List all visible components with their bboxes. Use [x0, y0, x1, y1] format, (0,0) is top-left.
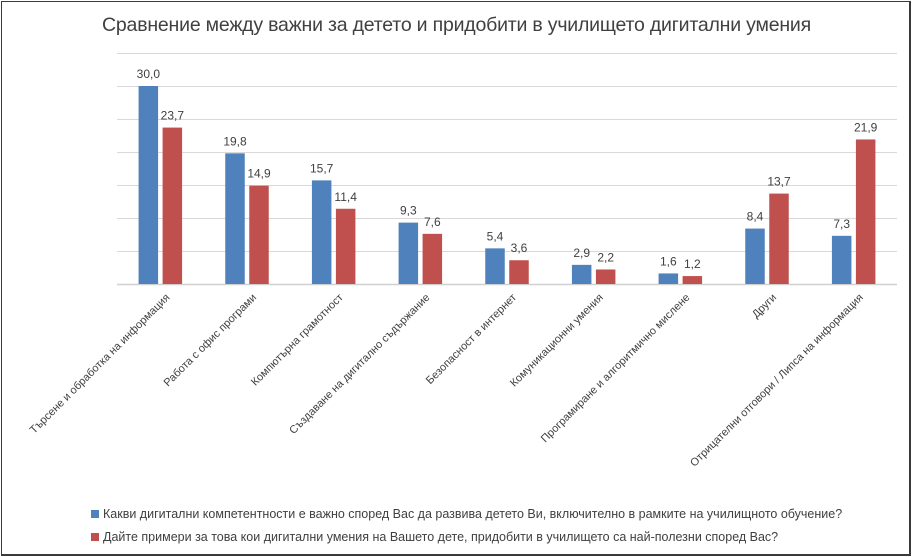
category-label: Отрицателни отговори / Липса на информац… — [688, 292, 866, 470]
legend-swatch-red — [91, 532, 99, 541]
category-label: Създаване на дигитално съдържание — [287, 292, 432, 437]
data-label: 5,4 — [487, 229, 504, 243]
bar-chart: 30,0 23,7 Търсене и обработка на информаци… — [28, 53, 897, 470]
legend-item-series-1: Какви дигитални компетентности е важно с… — [91, 502, 842, 525]
legend-label: Какви дигитални компетентности е важно с… — [103, 506, 843, 521]
bar-series-1 — [485, 248, 505, 284]
legend-swatch-blue — [91, 509, 99, 518]
data-label: 19,8 — [223, 134, 247, 148]
data-label: 3,6 — [511, 241, 528, 255]
bar-series-1 — [311, 180, 332, 284]
category-label: Компютърна грамотност — [249, 292, 346, 389]
category-label: Програмиране и алгоритмично мислене — [539, 292, 693, 446]
legend-label: Дайте примери за това кои дигитални умен… — [103, 529, 779, 544]
bar-series-2 — [855, 139, 876, 284]
data-label: 8,4 — [747, 210, 764, 224]
data-label: 21,9 — [854, 120, 878, 134]
legend: Какви дигитални компетентности е важно с… — [91, 502, 842, 548]
bar-series-2 — [249, 185, 269, 284]
data-label: 11,4 — [334, 190, 357, 204]
legend-item-series-2: Дайте примери за това кои дигитални умен… — [91, 525, 842, 548]
data-label: 1,2 — [684, 257, 701, 271]
bar-series-1 — [831, 235, 852, 284]
category-label: Комуникационни умения — [508, 292, 606, 390]
bar-series-1 — [398, 222, 419, 284]
data-label: 15,7 — [310, 161, 334, 175]
data-label: 23,7 — [161, 109, 185, 123]
data-label: 2,9 — [573, 246, 590, 260]
data-label: 7,6 — [424, 215, 441, 229]
bar-series-1 — [225, 153, 245, 284]
data-label: 1,6 — [660, 254, 677, 268]
bar-series-2 — [769, 193, 789, 284]
data-label: 30,0 — [137, 67, 161, 81]
category-label: Търсене и обработка на информация — [28, 292, 173, 437]
bar-series-1 — [745, 228, 765, 284]
data-label: 7,3 — [833, 217, 850, 231]
category-label: Работа с офис програми — [162, 292, 260, 390]
bar-series-2 — [335, 208, 356, 284]
data-label: 9,3 — [400, 204, 417, 218]
data-label: 2,2 — [597, 250, 614, 264]
bar-series-2 — [509, 260, 529, 284]
bar-series-2 — [422, 233, 443, 284]
data-label: 14,9 — [247, 167, 271, 181]
category-label: Други — [750, 292, 779, 321]
bar-series-1 — [658, 273, 679, 284]
bar-series-2 — [162, 127, 183, 284]
chart-title: Сравнение между важни за детето и придоб… — [102, 14, 811, 36]
bar-series-2 — [595, 269, 616, 284]
bar-series-1 — [138, 86, 159, 284]
data-label: 13,7 — [767, 175, 791, 189]
bar-series-1 — [571, 264, 592, 284]
bar-series-2 — [682, 276, 703, 284]
category-label: Безопасност в интернет — [424, 292, 519, 387]
